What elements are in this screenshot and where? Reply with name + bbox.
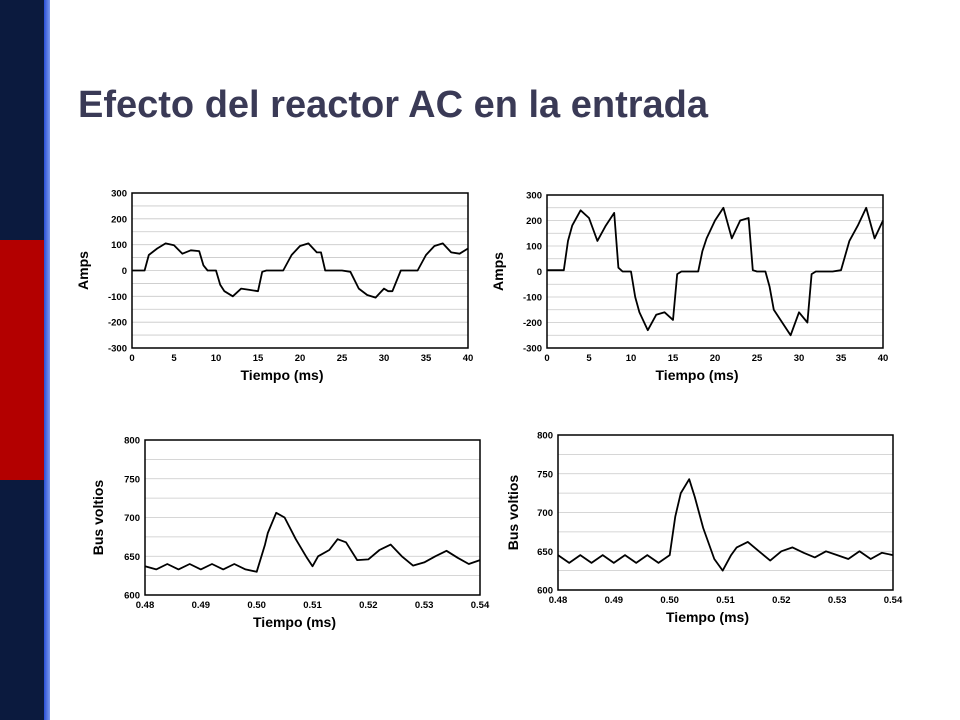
- y-tick-label: 100: [111, 240, 127, 251]
- x-tick-label: 0.50: [660, 595, 679, 606]
- x-tick-label: 10: [626, 353, 637, 364]
- x-tick-label: 40: [463, 353, 474, 364]
- x-tick-label: 0.52: [772, 595, 791, 606]
- x-tick-label: 5: [171, 353, 177, 364]
- x-tick-label: 5: [586, 353, 592, 364]
- x-tick-label: 0.49: [192, 600, 211, 611]
- x-tick-label: 0.51: [716, 595, 735, 606]
- y-tick-label: 0: [122, 266, 127, 277]
- y-tick-label: 750: [537, 469, 553, 480]
- x-tick-label: 0.54: [471, 600, 490, 611]
- plot-frame: [144, 439, 481, 596]
- x-tick-label: 20: [295, 353, 306, 364]
- y-tick-label: -300: [108, 344, 127, 355]
- slide-title: Efecto del reactor AC en la entrada: [78, 84, 709, 126]
- y-tick-label: 650: [124, 552, 140, 563]
- x-tick-label: 0: [129, 353, 134, 364]
- series-line: [547, 206, 884, 337]
- x-axis-label: Tiempo (ms): [656, 367, 739, 383]
- x-tick-label: 0.50: [247, 600, 266, 611]
- x-tick-label: 35: [421, 353, 432, 364]
- x-tick-label: 0.53: [828, 595, 847, 606]
- y-tick-label: -100: [108, 292, 127, 303]
- y-tick-label: -200: [523, 318, 542, 329]
- x-tick-label: 0.49: [605, 595, 624, 606]
- y-tick-label: 800: [537, 431, 553, 442]
- y-tick-label: 100: [526, 242, 542, 253]
- x-tick-label: 30: [794, 353, 805, 364]
- series-line: [144, 511, 481, 573]
- y-tick-label: -100: [523, 293, 542, 304]
- x-tick-label: 15: [253, 353, 264, 364]
- y-tick-label: -300: [523, 344, 542, 355]
- series-line: [557, 478, 894, 572]
- y-tick-label: 200: [111, 214, 127, 225]
- series-line: [132, 242, 469, 299]
- x-tick-label: 15: [668, 353, 679, 364]
- y-tick-label: 800: [124, 436, 140, 447]
- plot-frame: [546, 194, 884, 349]
- y-tick-label: 750: [124, 474, 140, 485]
- y-tick-label: 200: [526, 216, 542, 227]
- x-tick-label: 0.51: [303, 600, 322, 611]
- y-tick-label: 600: [124, 591, 140, 602]
- sidebar-red-band: [0, 240, 44, 480]
- y-tick-label: 700: [537, 508, 553, 519]
- y-tick-label: 0: [537, 267, 542, 278]
- x-tick-label: 20: [710, 353, 721, 364]
- x-axis-label: Tiempo (ms): [666, 609, 749, 625]
- x-axis-label: Tiempo (ms): [253, 614, 336, 630]
- chart-bus-volts-with-reactor: 600 650 700 750 800 0.48 0.49 0.50 0.51 0.52 0.53 0…: [90, 436, 490, 631]
- x-tick-label: 0.52: [359, 600, 378, 611]
- chart-bus-volts-without-reactor: 600 650 700 750 800 0.48 0.49 0.50 0.51 0.52 0.53 0…: [505, 431, 903, 626]
- x-tick-label: 10: [211, 353, 222, 364]
- y-tick-label: 650: [537, 547, 553, 558]
- x-tick-label: 0.54: [884, 595, 903, 606]
- x-tick-label: 0.48: [549, 595, 568, 606]
- x-tick-label: 30: [379, 353, 390, 364]
- y-axis-label: Bus voltios: [90, 480, 106, 556]
- sidebar-blue-stripe: [44, 0, 50, 720]
- x-tick-label: 25: [337, 353, 348, 364]
- x-tick-label: 0.53: [415, 600, 434, 611]
- y-axis-label: Bus voltios: [505, 475, 521, 551]
- x-axis-label: Tiempo (ms): [241, 367, 324, 383]
- y-tick-label: 600: [537, 586, 553, 597]
- y-axis-label: Amps: [75, 251, 91, 290]
- y-tick-label: -200: [108, 318, 127, 329]
- y-tick-label: 300: [526, 191, 542, 202]
- y-tick-label: 700: [124, 513, 140, 524]
- x-tick-label: 25: [752, 353, 763, 364]
- y-axis-label: Amps: [490, 252, 506, 291]
- x-tick-label: 0: [544, 353, 549, 364]
- x-tick-label: 40: [878, 353, 889, 364]
- x-tick-label: 0.48: [136, 600, 155, 611]
- plot-frame: [557, 434, 894, 591]
- y-tick-label: 300: [111, 189, 127, 200]
- x-tick-label: 35: [836, 353, 847, 364]
